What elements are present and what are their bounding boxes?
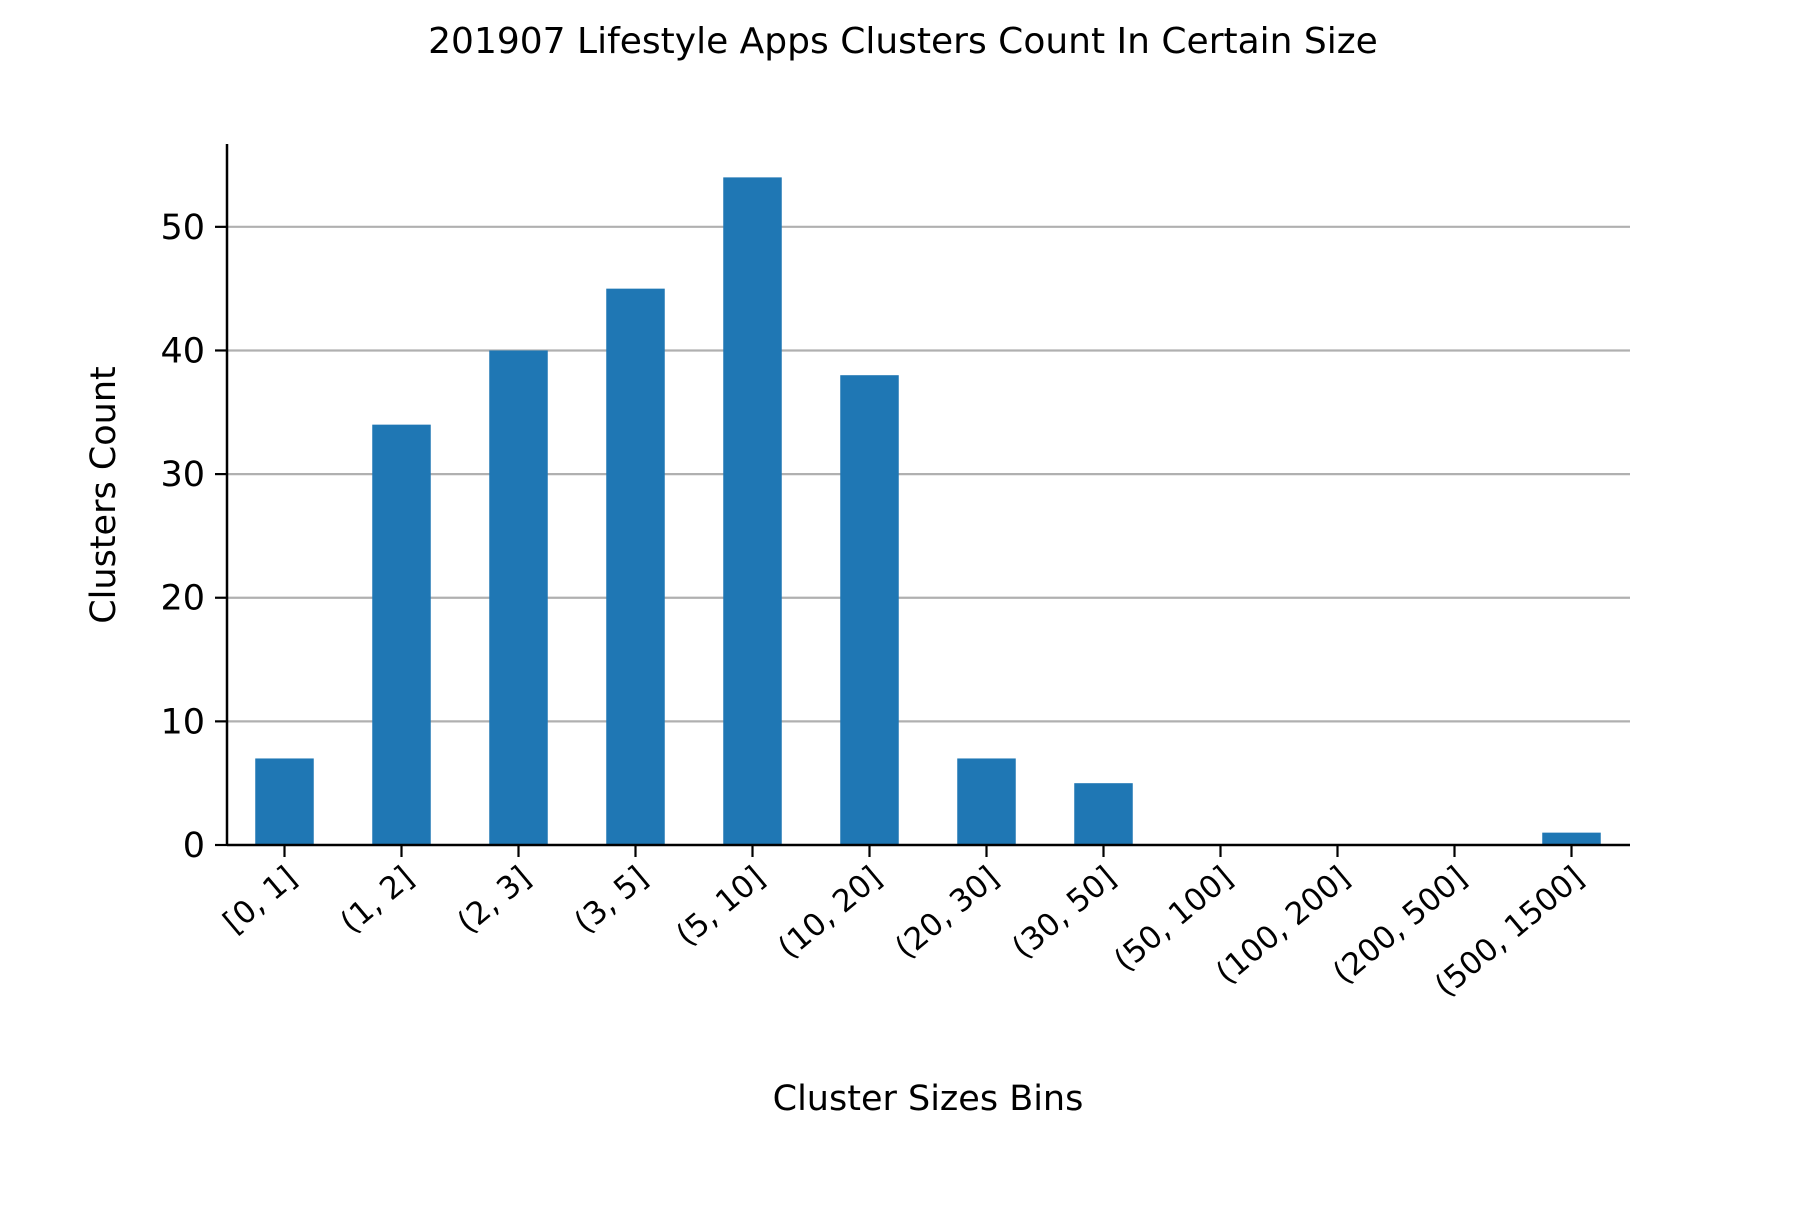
x-tick-label: [0, 1] [217,860,304,941]
axes [225,144,1630,847]
y-tick-label: 20 [160,579,205,619]
gridlines [227,225,1630,723]
y-ticks: 0 10 20 30 40 50 [160,208,227,866]
x-tick-label: (20, 30] [888,860,1005,967]
bar [723,177,782,845]
x-tick-label: (2, 3] [451,860,538,941]
bars [255,177,1601,846]
y-tick-label: 40 [160,331,205,371]
x-axis-label: Cluster Sizes Bins [773,1079,1084,1119]
y-tick-label: 10 [160,702,205,742]
bar [489,350,548,845]
y-tick-label: 30 [160,455,205,495]
x-tick-label: (5, 10] [670,860,772,954]
bar [840,375,899,845]
x-tick-label: (10, 20] [771,860,888,967]
bar [957,758,1016,845]
y-tick-label: 50 [160,208,205,248]
bar [606,288,665,846]
chart-title: 201907 Lifestyle Apps Clusters Count In … [428,21,1378,62]
y-tick-label: 0 [183,826,205,866]
bar [1074,783,1133,845]
x-tick-label: (30, 50] [1005,860,1122,967]
bar [372,424,431,845]
y-axis-label: Clusters Count [84,366,124,624]
x-ticks: [0, 1] (1, 2] (2, 3] (3, 5] (5, 10] (10, 20](… [217,845,1591,1004]
bar [1542,832,1601,845]
x-tick-label: (1, 2] [334,860,421,941]
bar [255,758,314,845]
x-tick-label: (3, 5] [568,860,655,941]
